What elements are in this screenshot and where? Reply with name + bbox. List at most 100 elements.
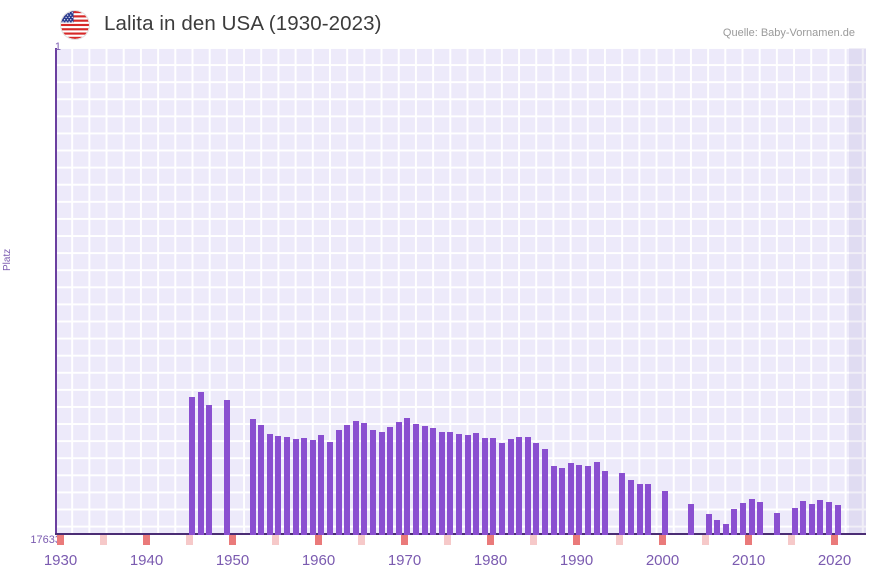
bar: [189, 397, 196, 535]
x-tick-minor: [530, 535, 537, 545]
x-axis-tick-label: 1950: [215, 552, 250, 569]
x-axis-tick-label: 2000: [645, 552, 680, 569]
bar: [327, 442, 333, 535]
bar: [550, 466, 557, 535]
bar: [275, 436, 282, 535]
bar: [757, 502, 764, 535]
bar: [292, 439, 299, 535]
x-tick-minor: [788, 535, 795, 545]
x-tick-major: [57, 535, 64, 545]
bar: [378, 432, 385, 535]
x-axis-tick-label: 1970: [387, 552, 422, 569]
bar: [748, 499, 755, 535]
bar: [567, 463, 574, 535]
bar: [507, 439, 514, 535]
bar: [413, 424, 419, 535]
bar: [593, 462, 600, 535]
bar: [301, 438, 308, 535]
bar: [197, 392, 204, 535]
bar-series: [55, 48, 866, 535]
bar: [542, 449, 548, 535]
bar: [800, 501, 807, 535]
bar: [361, 423, 368, 535]
x-axis-tick-label: 1930: [43, 552, 78, 569]
bar: [834, 505, 841, 535]
bar: [688, 504, 695, 535]
x-tick-major: [315, 535, 322, 545]
x-axis-tick-label: 1940: [129, 552, 164, 569]
bar: [533, 443, 540, 535]
x-tick-major: [487, 535, 494, 545]
x-tick-minor: [100, 535, 107, 545]
bar: [490, 438, 497, 535]
bar: [636, 484, 643, 535]
bar: [456, 434, 462, 535]
bar: [705, 514, 712, 535]
x-axis-tick-label: 2010: [731, 552, 766, 569]
bar: [559, 468, 566, 535]
bar: [645, 484, 652, 535]
bar: [585, 466, 591, 535]
bar: [817, 500, 824, 535]
bar: [808, 504, 815, 535]
bar: [404, 418, 411, 535]
y-axis-line: [55, 48, 57, 535]
bar: [344, 425, 351, 535]
x-tick-minor: [702, 535, 709, 545]
bar: [662, 491, 669, 535]
bar: [473, 433, 480, 535]
bar: [258, 425, 265, 535]
source-attribution: Quelle: Baby-Vornamen.de: [722, 27, 855, 39]
y-axis-title: Platz: [2, 248, 13, 271]
bar: [266, 434, 273, 535]
bar: [619, 473, 626, 535]
bar: [352, 421, 359, 535]
bar: [438, 432, 445, 535]
bar: [370, 430, 376, 535]
bar: [714, 520, 721, 535]
bar: [421, 426, 428, 535]
x-tick-major: [831, 535, 838, 545]
bar: [524, 437, 531, 535]
x-tick-major: [659, 535, 666, 545]
bar: [481, 438, 488, 535]
x-tick-major: [143, 535, 150, 545]
bar: [387, 427, 394, 535]
bar: [430, 428, 437, 535]
x-tick-major: [573, 535, 580, 545]
bar: [464, 435, 471, 535]
bar: [223, 400, 230, 535]
bar: [516, 437, 523, 535]
bar: [731, 509, 738, 535]
x-axis-tick-label: 1960: [301, 552, 336, 569]
x-axis-tick-marks: [0, 535, 873, 553]
bar: [249, 419, 256, 535]
bar: [499, 443, 505, 535]
x-tick-major: [401, 535, 408, 545]
x-tick-minor: [272, 535, 279, 545]
bar: [284, 437, 290, 535]
bar: [739, 503, 746, 535]
x-tick-major: [229, 535, 236, 545]
bar: [576, 465, 583, 535]
x-axis-labels: 1930 1940 1950 1960 1970 1980 1990 2000 2010 2020: [0, 552, 873, 578]
y-axis-max-label: 1: [54, 41, 61, 53]
bar: [447, 432, 454, 535]
bar: [335, 430, 342, 535]
bar: [395, 422, 402, 535]
x-axis-tick-label: 2020: [817, 552, 852, 569]
bar: [791, 508, 798, 535]
bar: [206, 405, 213, 535]
bar: [774, 513, 781, 535]
bar: [722, 524, 729, 535]
x-tick-minor: [358, 535, 365, 545]
x-axis-tick-label: 1980: [473, 552, 508, 569]
x-tick-minor: [186, 535, 193, 545]
chart-header: Lalita in den USA (1930-2023) Quelle: Ba…: [0, 0, 873, 48]
y-axis-min-label: 17633: [30, 534, 61, 546]
x-tick-minor: [444, 535, 451, 545]
bar: [628, 480, 634, 535]
bar: [602, 471, 609, 535]
bar: [309, 440, 316, 535]
